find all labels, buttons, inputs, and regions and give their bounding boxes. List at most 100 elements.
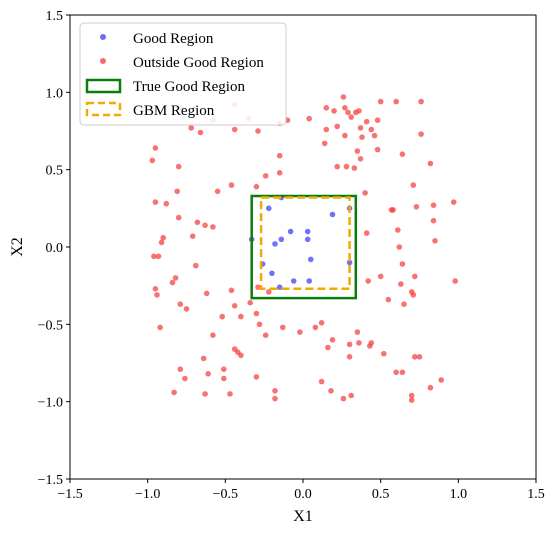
outside-point [256,321,263,328]
outside-point [325,344,331,351]
outside-point [354,329,361,335]
outside-point [272,388,278,394]
outside-point [430,202,437,208]
outside-point [194,219,201,226]
outside-point [371,132,378,139]
outside-point [354,148,361,154]
y-axis-ticks: −1.5 −1.0 −0.5 0.0 0.5 1.0 1.5 [38,9,70,488]
outside-point [340,395,347,402]
outside-point [410,182,417,188]
outside-point [345,109,351,116]
outside-point [169,279,176,286]
good-point [308,256,314,263]
x-tick-label: −0.5 [213,487,238,502]
outside-point [158,239,165,246]
outside-point [427,160,434,167]
outside-points-layer [149,94,459,403]
outside-point [368,340,375,346]
outside-point [396,244,403,250]
outside-point [155,253,162,260]
legend-label-gbm-region: GBM Region [133,103,215,119]
legend-label-true-region: True Good Region [133,79,245,95]
outside-point [175,214,182,221]
outside-point [399,151,406,157]
outside-point [331,108,337,114]
outside-point [348,392,355,399]
outside-point [151,253,157,260]
outside-point [174,188,180,195]
outside-point [175,163,182,170]
outside-point [210,332,216,339]
outside-point [438,377,445,383]
legend-label-outside: Outside Good Region [133,55,264,71]
outside-point [262,173,269,179]
y-tick-label: −0.5 [38,318,63,333]
outside-point [312,324,319,331]
outside-point [410,292,417,298]
good-point [287,228,294,235]
outside-point [231,303,238,309]
good-point [346,259,353,266]
outside-point [365,278,372,284]
outside-point [357,125,364,131]
legend-marker-gbm-region [85,101,122,117]
outside-point [416,354,423,360]
y-tick-label: 0.5 [46,164,64,179]
good-point [329,211,336,218]
good-point [269,270,275,277]
x-axis-ticks: −1.5 −1.0 −0.5 0.0 0.5 1.0 1.5 [57,479,545,502]
outside-point [152,286,159,292]
outside-point [393,369,400,376]
outside-point [390,207,396,213]
outside-point [203,290,210,297]
legend-marker-good [100,34,106,40]
y-tick-label: 1.0 [46,86,64,101]
outside-point [346,341,353,348]
outside-point [357,156,364,162]
outside-point [219,313,225,320]
outside-point [214,188,221,195]
outside-point [398,281,404,287]
outside-point [228,182,235,188]
legend-label-good: Good Region [133,31,214,47]
outside-point [276,152,283,159]
outside-point [200,355,207,362]
outside-point [340,94,347,100]
outside-point [323,105,330,111]
outside-point [235,349,241,356]
outside-point [255,284,261,291]
outside-point [197,129,204,136]
outside-point [450,199,457,205]
outside-point [221,375,227,382]
outside-point [202,391,208,397]
outside-point [408,397,415,403]
outside-point [356,108,362,114]
outside-point [334,163,341,170]
outside-point [363,118,370,125]
outside-point [154,292,160,298]
outside-point [210,224,216,230]
outside-point [157,324,163,331]
outside-point [328,388,334,394]
good-point [290,278,297,284]
outside-point [432,238,438,244]
outside-point [253,374,260,380]
x-tick-label: 0.0 [294,487,312,502]
regions-layer [250,194,358,300]
outside-point [149,157,156,164]
outside-point [418,131,424,137]
outside-point [172,275,179,281]
outside-point [266,289,272,295]
outside-point [205,371,211,377]
outside-point [280,324,286,331]
outside-point [152,145,159,151]
outside-point [183,306,190,312]
true-good-region-box [250,194,358,300]
outside-point [368,126,375,133]
outside-point [276,170,283,176]
outside-point [393,98,400,105]
outside-point [182,375,188,382]
outside-point [334,123,341,130]
outside-point [452,278,459,284]
outside-point [188,125,194,131]
